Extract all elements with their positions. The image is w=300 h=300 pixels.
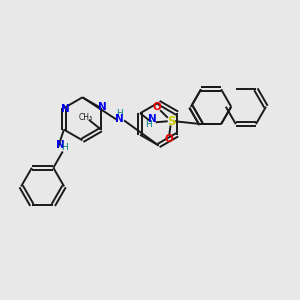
Text: H: H (61, 143, 68, 152)
Text: N: N (98, 102, 107, 112)
Text: N: N (56, 140, 64, 150)
Text: O: O (164, 134, 173, 144)
Text: H: H (116, 109, 122, 118)
Text: H: H (145, 120, 152, 129)
Text: O: O (152, 102, 161, 112)
Text: N: N (148, 114, 157, 124)
Text: N: N (61, 104, 70, 114)
Text: CH₃: CH₃ (79, 113, 93, 122)
Text: N: N (115, 114, 124, 124)
Text: S: S (167, 115, 176, 128)
